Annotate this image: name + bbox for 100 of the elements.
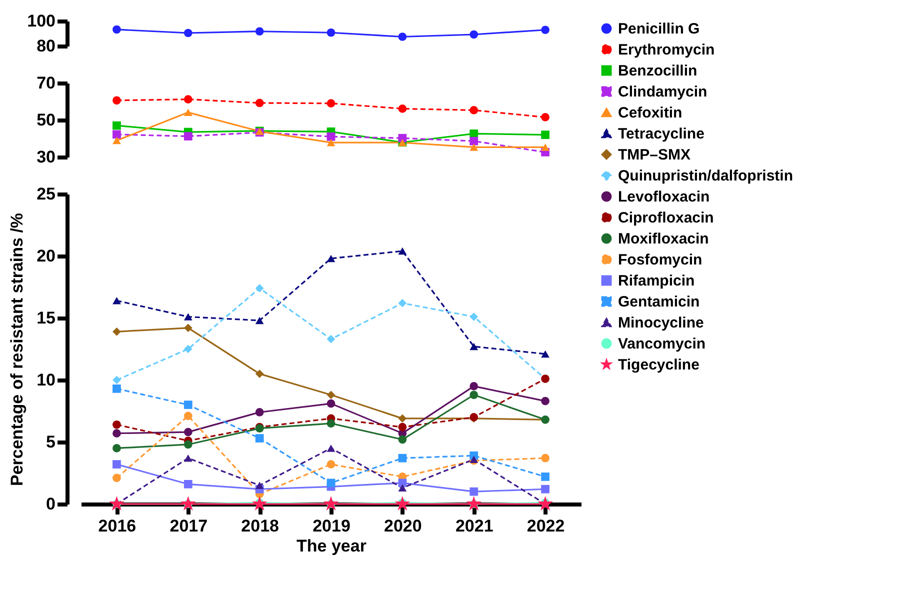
x-tick-label: 2018 [241, 516, 279, 536]
legend-label: Minocycline [618, 314, 704, 332]
point [541, 144, 550, 151]
y-tick-label: 20 [36, 246, 56, 266]
point [180, 496, 196, 511]
x-tick-label: 2016 [98, 516, 136, 536]
point [398, 247, 407, 255]
point [541, 130, 550, 139]
legend-label: Vancomycin [618, 336, 706, 352]
point [541, 484, 550, 494]
point [470, 390, 478, 400]
point [184, 400, 192, 409]
point [112, 327, 121, 336]
x-tick-label: 2022 [526, 516, 565, 536]
legend-label: Rifampicin [618, 272, 695, 290]
legend-label: Erythromycin [618, 42, 715, 58]
legend-label: Clindamycin [618, 84, 708, 100]
legend-label: Tigecycline [618, 356, 700, 374]
point [184, 108, 192, 116]
point [398, 484, 407, 492]
point [541, 113, 550, 122]
x-tick-label: 2021 [455, 516, 494, 536]
point [466, 496, 482, 511]
point [394, 496, 410, 511]
y-tick-label: 25 [36, 184, 56, 204]
point [184, 454, 192, 462]
point [112, 376, 121, 384]
point [184, 428, 192, 436]
point [184, 412, 192, 420]
y-tick-label: 15 [36, 308, 56, 328]
legend-label: Moxifloxacin [618, 230, 709, 248]
point [470, 342, 478, 350]
legend-label: Tetracycline [618, 126, 704, 142]
point [112, 297, 121, 304]
point [398, 435, 407, 444]
y-tick-label: 50 [36, 110, 56, 130]
point [398, 454, 407, 462]
y-tick-label: 70 [36, 74, 56, 92]
point [112, 474, 121, 482]
x-tick-label: 2019 [312, 516, 350, 536]
point [112, 460, 121, 469]
point [470, 136, 478, 146]
point [541, 350, 550, 358]
point [112, 429, 121, 438]
point [184, 324, 192, 332]
legend-label: Gentamicin [618, 294, 700, 310]
legend-label: Penicillin G [618, 20, 700, 38]
x-tick-label: 2017 [170, 516, 208, 536]
point [326, 478, 336, 488]
legend-label: TMP–SMX [618, 146, 691, 164]
legend-label: Benzocillin [618, 62, 698, 80]
point [112, 136, 121, 144]
point [470, 30, 478, 39]
point [184, 440, 192, 449]
y-tick-label: 0 [46, 494, 56, 514]
y-tick-label: 80 [36, 36, 56, 56]
point [323, 496, 339, 511]
point [326, 99, 336, 108]
point [398, 422, 407, 432]
point [255, 434, 264, 442]
point [112, 96, 121, 105]
point [541, 396, 550, 406]
point [398, 32, 407, 41]
point [326, 254, 336, 262]
y-tick-label: 10 [36, 370, 56, 390]
point [184, 344, 192, 354]
y-tick-label: 100 [27, 12, 56, 30]
point [255, 27, 264, 36]
point [398, 478, 407, 488]
point [255, 370, 264, 378]
point [252, 496, 268, 511]
point [326, 334, 336, 344]
legend-label: Cefoxitin [618, 104, 682, 122]
point [538, 496, 553, 511]
y-axis-title: Percentage of resistant strains /% [8, 212, 27, 486]
point [255, 98, 264, 108]
point [184, 28, 192, 38]
point [470, 106, 478, 114]
point [326, 138, 336, 146]
legend-label: Fosfomycin [618, 252, 702, 268]
legend-label: Levofloxacin [618, 188, 710, 206]
point [470, 487, 478, 496]
point [398, 414, 407, 423]
y-tick-label: 30 [36, 148, 56, 166]
point [112, 130, 121, 139]
x-axis-title: The year [296, 536, 367, 556]
point [255, 316, 264, 324]
point [398, 298, 407, 308]
point [541, 454, 550, 462]
x-tick-label: 2020 [384, 516, 422, 536]
point [184, 95, 192, 104]
point [326, 460, 336, 468]
point [112, 25, 121, 34]
point [255, 284, 264, 292]
point [326, 444, 336, 452]
point [541, 472, 550, 481]
point [326, 390, 336, 400]
legend-label: Quinupristin/dalfopristin [618, 168, 793, 184]
point [470, 382, 478, 390]
point [326, 419, 336, 428]
